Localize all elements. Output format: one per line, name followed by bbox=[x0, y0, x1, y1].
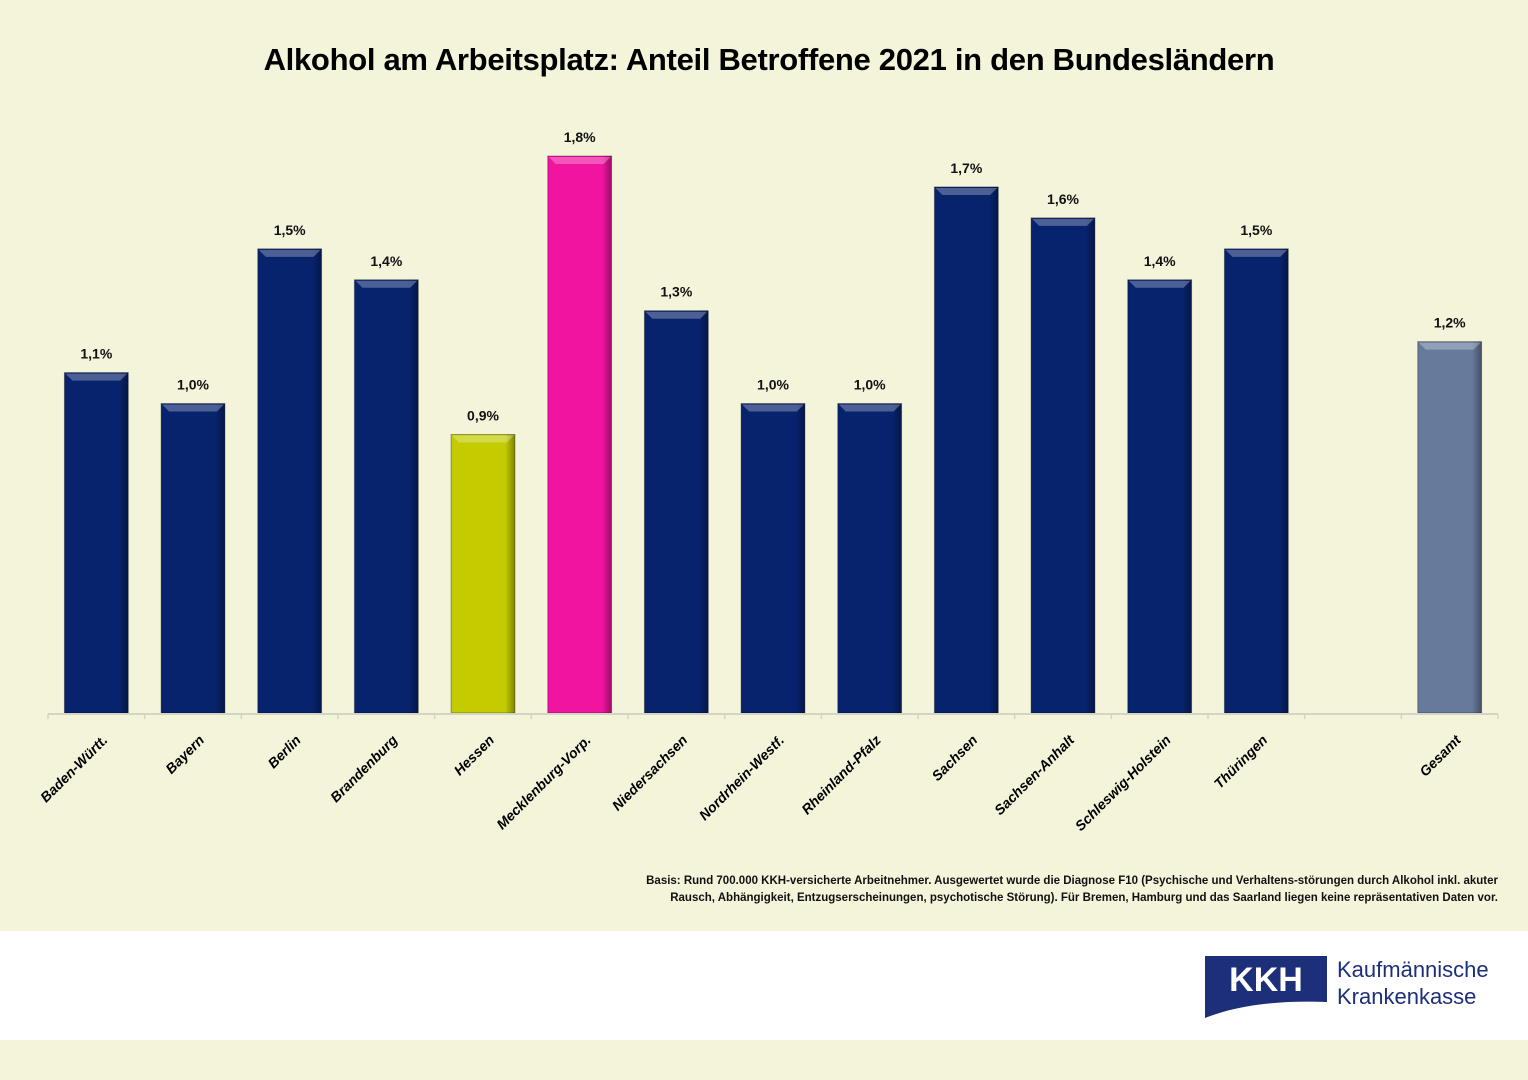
bar bbox=[160, 403, 226, 714]
data-label: 1,5% bbox=[1240, 222, 1272, 238]
footnote: Basis: Rund 700.000 KKH-versicherte Arbe… bbox=[538, 873, 1498, 907]
bar bbox=[257, 248, 323, 714]
bar-shade bbox=[1031, 217, 1095, 713]
bar-bevel bbox=[355, 280, 418, 288]
bar-bevel bbox=[1225, 249, 1288, 257]
bar-bevel bbox=[258, 249, 321, 257]
bar bbox=[643, 310, 709, 714]
kkh-logo-text: Kaufmännische Krankenkasse bbox=[1337, 956, 1489, 1010]
bar-shade bbox=[644, 310, 709, 713]
bar-shade bbox=[161, 403, 225, 713]
bar-bevel bbox=[935, 187, 998, 195]
bar-shade bbox=[64, 372, 129, 713]
data-label: 1,6% bbox=[1047, 191, 1079, 207]
category-label: Bayern bbox=[162, 732, 207, 777]
x-axis bbox=[47, 713, 1499, 719]
bar-bevel bbox=[1128, 280, 1191, 288]
bar-bevel bbox=[742, 404, 804, 412]
bar-bevel bbox=[645, 311, 708, 319]
category-labels-group: Baden-Württ. Bayern Berlin Brandenburg Hesse… bbox=[37, 731, 1465, 834]
bar bbox=[63, 372, 129, 714]
category-label: Sachsen bbox=[928, 732, 980, 784]
bar-bevel bbox=[452, 435, 514, 443]
bar-bevel bbox=[162, 404, 224, 412]
bar-shade bbox=[1127, 279, 1192, 713]
bar-bevel bbox=[548, 157, 611, 164]
bar bbox=[1030, 217, 1096, 714]
data-label: 0,9% bbox=[467, 408, 499, 424]
footnote-line-1: Basis: Rund 700.000 KKH-versicherte Arbe… bbox=[646, 875, 1498, 887]
data-label: 1,0% bbox=[177, 377, 209, 393]
category-label: Berlin bbox=[264, 732, 303, 771]
category-label: Gesamt bbox=[1416, 731, 1465, 780]
category-label: Schleswig-Holstein bbox=[1072, 732, 1174, 834]
bar-bevel bbox=[1032, 218, 1094, 226]
category-label: Thüringen bbox=[1211, 732, 1271, 792]
category-label: Sachsen-Anhalt bbox=[991, 731, 1078, 818]
bar-shade bbox=[741, 403, 805, 713]
logo-line-2: Krankenkasse bbox=[1337, 984, 1477, 1009]
bar-shade bbox=[1417, 341, 1482, 713]
data-label: 1,2% bbox=[1434, 315, 1466, 331]
bar-shade bbox=[451, 434, 515, 713]
data-label: 1,0% bbox=[757, 377, 789, 393]
kkh-logo-mark-icon: KKH bbox=[1205, 956, 1327, 1018]
bar bbox=[353, 279, 419, 714]
bar-chart: 1,1% 1,0% 1,5% 1,4% 0,9% 1,8% 1,3% 1,0% 1,0% 1,7%… bbox=[37, 129, 1499, 834]
category-label: Nordrhein-Westf. bbox=[696, 732, 787, 823]
data-label: 1,7% bbox=[950, 160, 982, 176]
data-label: 1,1% bbox=[80, 346, 112, 362]
category-label: Baden-Württ. bbox=[37, 732, 110, 805]
bar-bevel bbox=[838, 404, 901, 412]
chart-title: Alkohol am Arbeitsplatz: Anteil Betroffe… bbox=[263, 42, 1275, 77]
data-label: 1,8% bbox=[564, 129, 596, 145]
data-label: 1,3% bbox=[660, 284, 692, 300]
data-label: 1,4% bbox=[1144, 253, 1176, 269]
bar bbox=[837, 403, 903, 714]
footnote-line-2: Rausch, Abhängigkeit, Entzugserscheinung… bbox=[670, 892, 1498, 904]
data-labels-group: 1,1% 1,0% 1,5% 1,4% 0,9% 1,8% 1,3% 1,0% 1,0% 1,7%… bbox=[80, 129, 1466, 424]
bar bbox=[740, 403, 806, 714]
data-label: 1,4% bbox=[370, 253, 402, 269]
bar bbox=[1127, 279, 1193, 714]
bar-shade bbox=[934, 186, 999, 713]
bar bbox=[933, 186, 999, 714]
category-label: Brandenburg bbox=[327, 731, 401, 805]
category-label: Niedersachsen bbox=[609, 732, 691, 814]
category-label: Hessen bbox=[451, 732, 498, 779]
bar bbox=[1223, 248, 1289, 714]
data-label: 1,5% bbox=[274, 222, 306, 238]
kkh-logo: KKH Kaufmännische Krankenkasse bbox=[1205, 956, 1505, 1020]
bar-shade bbox=[354, 279, 419, 713]
bar-bevel bbox=[1418, 342, 1481, 350]
bars-group bbox=[63, 155, 1483, 714]
bar bbox=[547, 155, 613, 714]
kkh-logo-mark-text: KKH bbox=[1229, 961, 1303, 999]
bar-bevel bbox=[65, 373, 128, 381]
bar-shade bbox=[257, 248, 322, 714]
bar-shade bbox=[547, 156, 612, 713]
category-label: Rheinland-Pfalz bbox=[798, 732, 884, 818]
logo-line-1: Kaufmännische bbox=[1337, 957, 1489, 982]
bar bbox=[1417, 341, 1483, 714]
data-label: 1,0% bbox=[854, 377, 886, 393]
bar bbox=[450, 434, 516, 714]
category-label: Mecklenburg-Vorp. bbox=[493, 732, 594, 833]
bar-shade bbox=[837, 403, 902, 713]
bar-shade bbox=[1224, 248, 1289, 714]
